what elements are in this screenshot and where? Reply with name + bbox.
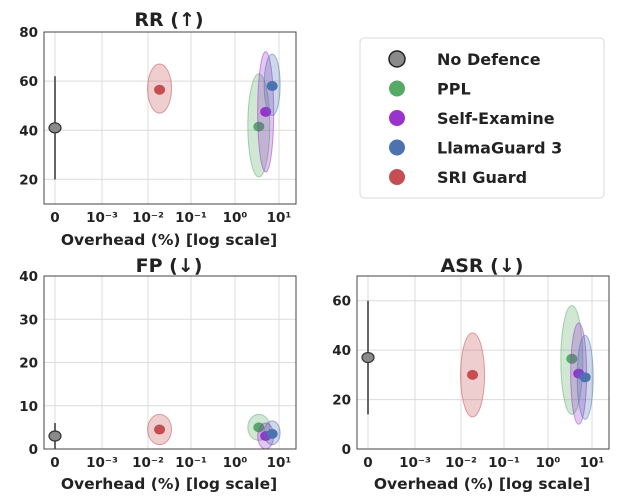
legend-label-0: No Defence bbox=[437, 50, 541, 69]
rr-no-defence-point bbox=[48, 122, 62, 134]
legend-marker-1 bbox=[389, 80, 405, 97]
rr-ytick-label: 80 bbox=[19, 25, 38, 41]
legend-marker-2 bbox=[389, 110, 405, 126]
fp-panel: FP (↓) 0 10 20 30 40 0 10⁻³ 10⁻² 10⁻¹ 10⁰ 10¹ Ove… bbox=[19, 255, 297, 493]
asr-xtick-label: 10⁻² bbox=[445, 455, 477, 471]
asr-xtick-label: 10⁻³ bbox=[399, 455, 431, 471]
rr-ppl-point bbox=[253, 121, 265, 132]
rr-xtick-label: 10⁻² bbox=[132, 210, 164, 226]
legend-marker-3 bbox=[389, 139, 405, 156]
fp-xtick-label: 10⁻¹ bbox=[175, 455, 207, 471]
rr-xtick-label: 10⁰ bbox=[223, 210, 248, 226]
fp-ytick-label: 40 bbox=[19, 269, 38, 285]
rr-xtick-label: 10⁻¹ bbox=[175, 210, 207, 226]
fp-sri-guard-point bbox=[154, 424, 166, 435]
rr-self-examine-point bbox=[260, 106, 272, 117]
fp-llamaguard-3-point bbox=[266, 428, 278, 439]
fp-ytick-label: 10 bbox=[19, 399, 38, 415]
asr-xlabel: Overhead (%) [log scale] bbox=[374, 475, 590, 493]
asr-xtick-label: 10⁰ bbox=[536, 455, 561, 471]
fp-ytick-label: 20 bbox=[19, 356, 38, 372]
rr-ytick-label: 40 bbox=[19, 123, 38, 139]
rr-xlabel: Overhead (%) [log scale] bbox=[61, 231, 277, 249]
asr-no-defence-point bbox=[361, 351, 375, 364]
legend-label-4: SRI Guard bbox=[437, 168, 527, 187]
asr-xtick-label: 10⁻¹ bbox=[488, 455, 520, 471]
legend-marker-4 bbox=[389, 169, 405, 185]
asr-llamaguard-3-point bbox=[579, 372, 591, 383]
asr-xtick-label: 0 bbox=[363, 455, 372, 471]
rr-ytick-label: 60 bbox=[19, 74, 38, 90]
fp-xlabel: Overhead (%) [log scale] bbox=[61, 475, 277, 493]
fp-xtick-label: 10⁰ bbox=[223, 455, 248, 471]
rr-xtick-label: 0 bbox=[50, 210, 59, 226]
legend-label-1: PPL bbox=[437, 80, 471, 99]
asr-ppl-point bbox=[566, 353, 578, 364]
asr-ytick-label: 20 bbox=[332, 393, 351, 409]
asr-ytick-label: 60 bbox=[332, 294, 351, 310]
fp-xtick-label: 0 bbox=[50, 455, 59, 471]
fp-xtick-label: 10¹ bbox=[267, 455, 292, 471]
rr-ytick-label: 20 bbox=[19, 172, 38, 188]
legend-marker-0 bbox=[388, 50, 406, 68]
rr-xtick-label: 10¹ bbox=[267, 210, 292, 226]
legend-label-2: Self-Examine bbox=[437, 109, 555, 128]
fp-title: FP (↓) bbox=[136, 255, 203, 277]
asr-ytick-label: 0 bbox=[342, 442, 351, 458]
rr-llamaguard-3-point bbox=[266, 81, 278, 92]
asr-xtick-label: 10¹ bbox=[580, 455, 605, 471]
rr-xtick-label: 10⁻³ bbox=[86, 210, 118, 226]
fp-xtick-label: 10⁻³ bbox=[86, 455, 118, 471]
asr-title: ASR (↓) bbox=[441, 255, 524, 277]
legend: No Defence PPL Self-Examine LlamaGuard 3 SRI… bbox=[359, 37, 605, 199]
fp-ytick-label: 30 bbox=[19, 312, 38, 328]
asr-panel: ASR (↓) 0 20 40 60 0 10⁻³ 10⁻² 10⁻¹ 10⁰ 10¹ Over… bbox=[332, 255, 610, 493]
asr-ytick-label: 40 bbox=[332, 343, 351, 359]
rr-title: RR (↑) bbox=[134, 9, 203, 31]
rr-plot-frame bbox=[43, 31, 297, 205]
fp-xtick-label: 10⁻² bbox=[132, 455, 164, 471]
legend-label-3: LlamaGuard 3 bbox=[437, 139, 562, 158]
legend-box bbox=[359, 37, 605, 199]
asr-plot-frame bbox=[356, 275, 610, 450]
rr-sri-guard-point bbox=[154, 84, 166, 95]
rr-panel: RR (↑) 20 40 60 80 0 10⁻³ 10⁻² 10⁻¹ 10⁰ 10¹ Over… bbox=[19, 9, 297, 249]
fp-ytick-label: 0 bbox=[29, 442, 38, 458]
fp-plot-frame bbox=[43, 275, 297, 450]
asr-sri-guard-point bbox=[467, 369, 479, 380]
fp-no-defence-point bbox=[48, 430, 62, 442]
